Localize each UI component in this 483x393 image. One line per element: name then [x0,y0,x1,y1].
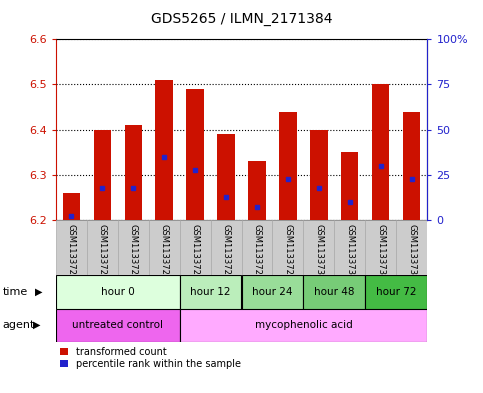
Bar [156,80,172,220]
Bar [56,309,180,342]
Text: GSM1133722: GSM1133722 [67,224,75,281]
Bar [217,134,235,220]
Bar [280,112,297,220]
Text: GSM1133724: GSM1133724 [128,224,138,281]
Text: GSM1133725: GSM1133725 [159,224,169,281]
Bar [186,89,203,220]
Bar [248,161,266,220]
Text: GSM1133733: GSM1133733 [408,224,416,281]
Bar [372,84,389,220]
Text: GDS5265 / ILMN_2171384: GDS5265 / ILMN_2171384 [151,12,332,26]
Text: ▶: ▶ [35,287,43,297]
Bar [311,130,327,220]
Text: hour 24: hour 24 [252,287,293,297]
Text: hour 72: hour 72 [376,287,417,297]
Bar [86,220,117,275]
Bar [303,275,366,309]
Text: GSM1133728: GSM1133728 [253,224,261,281]
Bar [56,275,180,309]
Text: GSM1133730: GSM1133730 [314,224,324,281]
Bar [149,220,180,275]
Bar [62,193,80,220]
Text: hour 0: hour 0 [100,287,134,297]
Text: GSM1133723: GSM1133723 [98,224,107,281]
Text: GSM1133732: GSM1133732 [376,224,385,281]
Bar [403,112,421,220]
Bar [397,220,427,275]
Bar [117,220,149,275]
Text: time: time [2,287,28,297]
Text: GSM1133726: GSM1133726 [190,224,199,281]
Text: agent: agent [2,320,35,330]
Legend: transformed count, percentile rank within the sample: transformed count, percentile rank withi… [60,347,241,369]
Text: mycophenolic acid: mycophenolic acid [255,320,353,330]
Bar [56,220,86,275]
Text: untreated control: untreated control [72,320,163,330]
Bar [366,275,427,309]
Text: hour 12: hour 12 [190,287,231,297]
Bar [94,130,111,220]
Bar [125,125,142,220]
Bar [334,220,366,275]
Bar [242,275,303,309]
Bar [303,220,334,275]
Bar [180,275,242,309]
Bar [366,220,397,275]
Text: hour 48: hour 48 [314,287,355,297]
Text: GSM1133729: GSM1133729 [284,224,293,281]
Bar [180,220,211,275]
Bar [242,220,272,275]
Text: GSM1133727: GSM1133727 [222,224,230,281]
Text: GSM1133731: GSM1133731 [345,224,355,281]
Text: ▶: ▶ [33,320,41,330]
Bar [180,309,427,342]
Bar [211,220,242,275]
Bar [272,220,303,275]
Bar [341,152,358,220]
